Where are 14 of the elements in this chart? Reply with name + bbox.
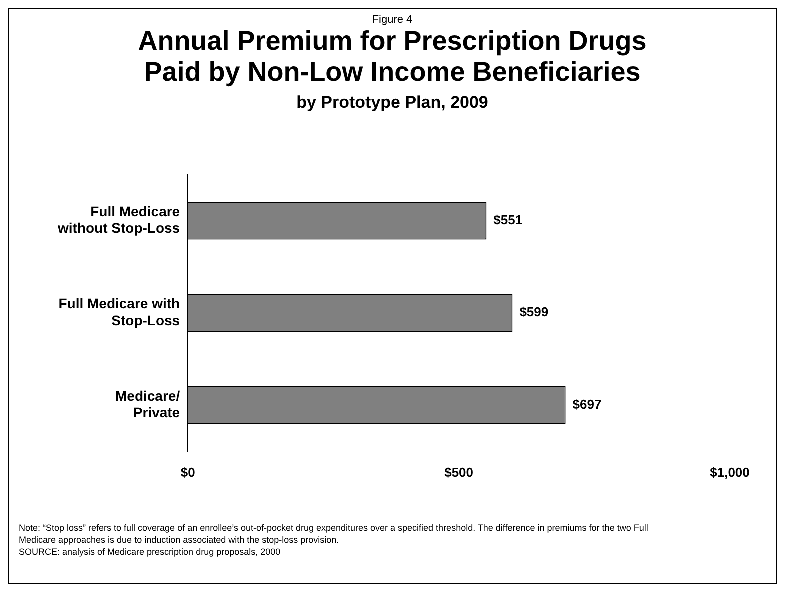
y-tick-label: Medicare/Private	[115, 388, 180, 421]
chart-subtitle: Figure 4	[371, 14, 414, 26]
data-label: $599	[520, 304, 549, 320]
chart-title: Annual Premium for Prescription Drugs Paid by Non-Low Income Beneficiaries	[137, 26, 648, 88]
y-tick-label: Full Medicare with Stop-Loss	[58, 296, 180, 328]
y-tick-label: Full Medicare without Stop-Loss	[56, 203, 180, 236]
x-axis-title: by Prototype Plan, 2009	[296, 93, 490, 113]
text: Note: “Stop loss” refers to full coverage of an enrollee’s out-of-pocket drug expenditures over a specified threshold. The difference in premiums for the two Full Medicare approaches is due to induction associated with the stop-loss provision.	[19, 522, 650, 546]
source-note: SOURCE: analysis of Medicare prescription drug proposals, 2000	[19, 546, 282, 558]
data-label: $697	[572, 396, 602, 412]
x-tick-label: $500	[444, 464, 474, 480]
data-label: $551	[494, 212, 523, 228]
x-tick-label: $1,000	[710, 464, 750, 480]
x-tick-label: $0	[180, 464, 196, 480]
